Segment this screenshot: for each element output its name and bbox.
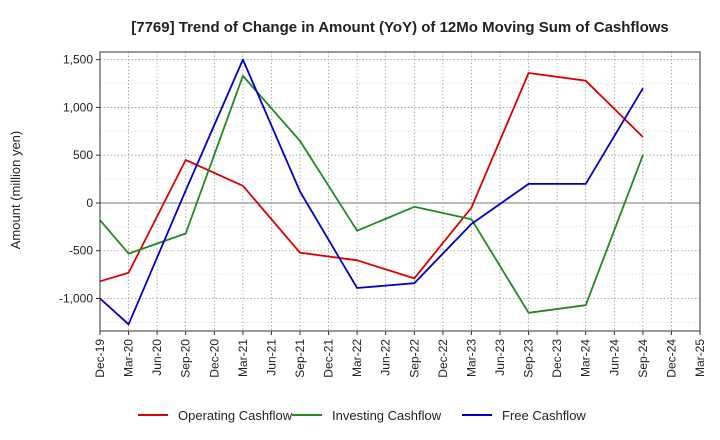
legend: Operating Cashflow Investing Cashflow Free… [138, 408, 586, 423]
y-tick-label: 0 [86, 196, 93, 210]
series-line [99, 72, 644, 283]
series-line [99, 58, 644, 326]
x-tick-label: Sep-24 [636, 339, 650, 378]
x-tick-label: Dec-20 [207, 339, 221, 378]
x-tick-label: Mar-22 [350, 339, 364, 377]
x-tick-label: Dec-24 [664, 339, 678, 378]
x-tick-label: Dec-19 [93, 339, 107, 378]
x-tick-label: Sep-23 [522, 339, 536, 378]
legend-entry: Free Cashflow [502, 408, 586, 423]
x-tick-label: Jun-22 [379, 339, 393, 376]
x-tick-label: Mar-25 [693, 339, 707, 377]
x-tick-label: Dec-23 [550, 339, 564, 378]
x-tick-label: Mar-21 [236, 339, 250, 377]
grid [99, 52, 701, 331]
legend-entry: Investing Cashflow [332, 408, 442, 423]
x-tick-label: Jun-21 [264, 339, 278, 376]
plot-frame [99, 51, 701, 332]
chart-title: [7769] Trend of Change in Amount (YoY) o… [131, 19, 669, 36]
y-tick-label: -1,000 [59, 292, 93, 306]
x-tick-label: Dec-22 [436, 339, 450, 378]
x-tick-label: Mar-23 [464, 339, 478, 377]
legend-entry: Operating Cashflow [178, 408, 293, 423]
x-tick-label: Mar-24 [579, 339, 593, 377]
x-tick-label: Sep-22 [407, 339, 421, 378]
x-tick-label: Jun-24 [607, 339, 621, 376]
x-tick-label: Sep-21 [293, 339, 307, 378]
y-tick-label: -500 [69, 244, 93, 258]
series-lines [99, 58, 644, 326]
y-tick-label: 1,500 [63, 53, 93, 67]
x-tick-label: Jun-23 [493, 339, 507, 376]
series-line [99, 75, 644, 314]
x-tick-label: Dec-21 [322, 339, 336, 378]
y-tick-label: 500 [73, 148, 93, 162]
x-tick-label: Jun-20 [150, 339, 164, 376]
y-tick-label: 1,000 [63, 100, 93, 114]
x-tick-label: Mar-20 [122, 339, 136, 377]
y-tick-labels: -1,000 -500 0 500 1,000 1,500 [59, 53, 100, 306]
x-tick-labels: Dec-19 Mar-20 Jun-20 Sep-20 Dec-20 Mar-21 Jun-… [93, 331, 707, 378]
y-axis-label: Amount (million yen) [8, 131, 23, 250]
x-tick-label: Sep-20 [179, 339, 193, 378]
